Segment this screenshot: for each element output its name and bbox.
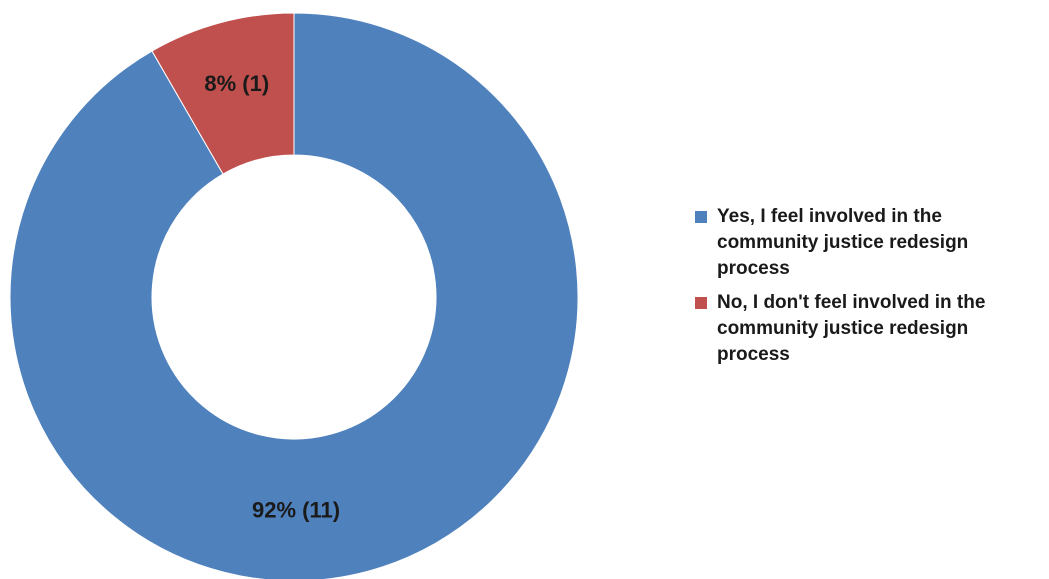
legend: Yes, I feel involved in the community ju… (693, 204, 1043, 376)
donut-slice-1 (151, 12, 295, 175)
legend-item-no: No, I don't feel involved in the communi… (693, 290, 1043, 368)
data-label-0: 92% (11) (252, 498, 340, 523)
legend-swatch-yes (695, 211, 707, 223)
donut-slice-0 (9, 12, 579, 579)
legend-item-yes: Yes, I feel involved in the community ju… (693, 204, 1043, 282)
legend-label-no: No, I don't feel involved in the communi… (717, 292, 986, 365)
legend-label-yes: Yes, I feel involved in the community ju… (717, 206, 969, 279)
legend-swatch-no (695, 297, 707, 309)
data-label-1: 8% (1) (204, 71, 269, 96)
donut-plot: 92% (11) 8% (1) (9, 12, 579, 579)
